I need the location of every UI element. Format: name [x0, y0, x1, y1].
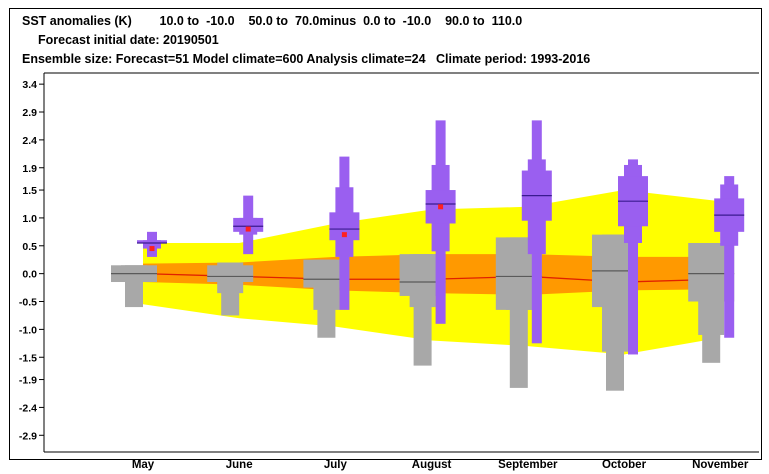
x-tick-label: June: [226, 459, 253, 471]
y-tick-label: 1.9: [22, 163, 37, 175]
model-climate-box-interquartile: [207, 265, 254, 283]
y-tick-label: -2.9: [19, 430, 37, 442]
x-tick-label: September: [498, 459, 558, 471]
y-tick-label: -1.5: [19, 352, 37, 364]
ensemble-size-info: Ensemble size: Forecast=51 Model climate…: [22, 52, 591, 66]
y-tick-label: 3.4: [22, 79, 37, 91]
chart-title: SST anomalies (K) 10.0 to -10.0 50.0 to …: [22, 14, 523, 28]
forecast-box-whisker: [628, 159, 638, 355]
y-tick-label: 2.9: [22, 107, 37, 119]
y-tick-label: 0.0: [22, 269, 37, 281]
y-tick-label: 1.5: [22, 185, 37, 197]
y-tick-label: -1.9: [19, 375, 37, 387]
y-tick-label: -2.4: [19, 402, 37, 414]
forecast-box-p10-p90: [143, 240, 161, 249]
analysis-dot: [438, 204, 444, 210]
y-tick-label: -1.0: [19, 324, 37, 336]
y-tick-label: 1.0: [22, 213, 37, 225]
x-tick-label: May: [132, 459, 155, 471]
forecast-initial-date: Forecast initial date: 20190501: [38, 33, 219, 47]
x-tick-label: October: [602, 459, 647, 471]
x-tick-label: November: [692, 459, 749, 471]
forecast-box-interquartile: [233, 217, 264, 232]
y-tick-label: 2.4: [22, 135, 37, 147]
analysis-dot: [149, 246, 155, 252]
x-axis: May June July August September October Novembe…: [132, 459, 749, 471]
analysis-dot: [245, 226, 251, 232]
box-plots: [111, 120, 745, 391]
y-axis: 3.4 2.9 2.4 1.9 1.5 1.0 0.5 0.0 -0.5 -1.0 -1.5 -1.9…: [19, 79, 44, 442]
y-tick-label: 0.5: [22, 241, 37, 253]
forecast-box-interquartile: [137, 240, 167, 243]
x-tick-label: August: [412, 459, 452, 471]
forecast-box-whisker: [724, 176, 735, 338]
analysis-dot: [341, 232, 347, 238]
y-tick-label: -0.5: [19, 297, 37, 309]
x-tick-label: July: [324, 459, 348, 471]
